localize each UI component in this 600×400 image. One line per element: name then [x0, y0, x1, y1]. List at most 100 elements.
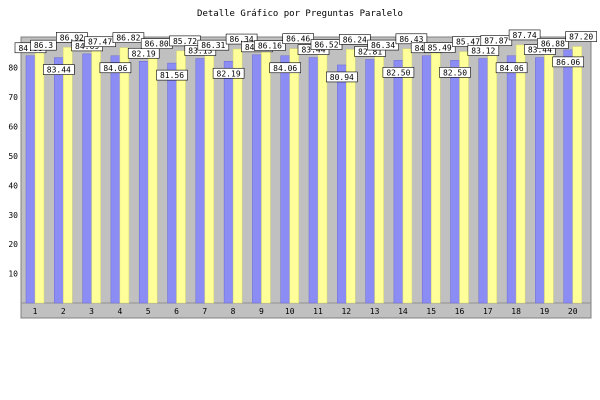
data-label-series-2-box [565, 31, 598, 42]
bar-series-1 [110, 55, 121, 304]
bar-series-1 [393, 60, 404, 304]
x-tick-label: 11 [313, 307, 323, 316]
data-label-series-2: 86.92 [60, 33, 84, 42]
bar-series-2 [232, 48, 243, 304]
y-tick-label: 50 [8, 152, 18, 161]
bar-series-1 [506, 55, 517, 304]
bar-series-2 [544, 47, 554, 304]
bar-series-1 [365, 59, 375, 304]
bar-series-1 [138, 61, 149, 304]
x-tick-label: 20 [568, 307, 578, 316]
x-tick-label: 4 [117, 307, 122, 316]
data-label-series-1-box [495, 62, 528, 74]
data-label-series-1: 80.94 [330, 73, 354, 82]
bar-series-2 [515, 44, 526, 304]
x-tick-label: 19 [540, 307, 550, 316]
data-label-series-2: 87.74 [513, 31, 537, 40]
bar-series-2 [346, 49, 356, 304]
data-label-series-1: 82.19 [217, 69, 241, 78]
x-tick-label: 17 [483, 307, 493, 316]
bar-series-2 [147, 47, 158, 304]
data-label-series-2: 86.3 [34, 41, 53, 50]
bar-series-2 [572, 46, 582, 304]
data-label-series-2: 86.52 [314, 41, 338, 50]
bar-series-1 [450, 60, 460, 304]
bar-series-1 [54, 57, 64, 304]
x-tick-label: 1 [33, 307, 38, 316]
data-label-series-2: 86.34 [230, 35, 254, 44]
chart-title: Detalle Gráfico por Preguntas Paralelo [197, 9, 403, 19]
data-label-series-2-box [254, 40, 286, 51]
data-label-series-2: 86.16 [258, 42, 282, 51]
bar-series-2 [261, 49, 271, 304]
data-label-series-1: 82.50 [386, 68, 410, 77]
y-tick-label: 30 [8, 211, 18, 220]
data-label-series-2: 86.82 [116, 34, 140, 43]
x-tick-label: 14 [398, 307, 408, 316]
x-tick-label: 13 [370, 307, 380, 316]
bar-series-1 [195, 58, 206, 304]
data-label-series-2: 85.49 [428, 44, 452, 53]
data-label-series-2-box [508, 29, 541, 41]
bar-series-2 [430, 51, 441, 304]
y-tick-label: 10 [8, 270, 18, 279]
data-label-series-2: 87.47 [88, 38, 112, 47]
data-label-series-1: 83.44 [528, 46, 552, 55]
bar-series-1 [563, 49, 573, 304]
x-tick-label: 8 [231, 307, 236, 316]
data-label-series-2: 87.20 [569, 33, 593, 42]
data-label-series-1-box [99, 62, 132, 74]
plot-area [20, 36, 592, 319]
bar-series-1 [535, 57, 545, 304]
bar-series-2 [459, 51, 469, 304]
bar-series-1 [280, 55, 290, 304]
bar-series-1 [337, 64, 347, 304]
data-label-series-1-box [552, 56, 585, 68]
bar-series-1 [25, 55, 36, 304]
x-tick-label: 6 [174, 307, 179, 316]
data-label-series-1: 83.44 [301, 46, 325, 55]
data-label-series-1: 82.81 [358, 47, 382, 56]
data-label-series-1: 83.12 [471, 47, 495, 56]
bar-series-2 [402, 48, 413, 304]
data-label-series-1-box [42, 64, 75, 75]
bar-series-2 [63, 47, 73, 304]
data-label-series-2: 86.46 [286, 35, 310, 44]
bar-series-2 [204, 48, 215, 304]
bar-series-1 [308, 57, 319, 304]
data-label-series-1: 86.06 [556, 58, 580, 67]
bar-series-2 [374, 48, 384, 304]
x-tick-label: 2 [61, 307, 66, 316]
data-label-series-1: 84.06 [273, 64, 297, 73]
y-tick-label: 70 [8, 93, 18, 102]
data-label-series-2: 85.72 [173, 37, 197, 46]
bar-series-2 [487, 44, 498, 304]
data-label-series-1-box [382, 67, 415, 78]
bar-series-1 [167, 62, 177, 304]
bar-series-1 [223, 61, 234, 304]
data-label-series-2-box [112, 32, 145, 43]
data-label-series-2-box [338, 34, 371, 45]
data-label-series-2-box [30, 39, 57, 51]
data-label-series-1: 82.19 [132, 49, 156, 58]
bar-series-1 [421, 55, 432, 304]
bar-series-2 [91, 45, 101, 304]
y-tick-label: 80 [8, 64, 18, 73]
data-label-series-2: 87.87 [484, 37, 508, 46]
y-tick-label: 60 [8, 123, 18, 132]
bar-series-2 [119, 47, 130, 304]
data-label-series-1: 84.06 [103, 64, 127, 73]
y-tick-label: 20 [8, 240, 18, 249]
data-label-series-1: 83.13 [188, 47, 212, 56]
bar-series-1 [252, 54, 262, 304]
data-label-series-2-box [282, 33, 315, 45]
bar-series-2 [34, 48, 45, 304]
data-label-series-2: 86.88 [541, 39, 565, 48]
data-label-series-2-box [537, 38, 569, 49]
data-label-series-2-box [423, 42, 456, 53]
data-label-series-2: 86.31 [201, 41, 225, 50]
x-tick-label: 5 [146, 307, 151, 316]
x-tick-label: 15 [426, 307, 436, 316]
bar-series-2 [317, 48, 328, 304]
bar-series-1 [478, 58, 489, 304]
